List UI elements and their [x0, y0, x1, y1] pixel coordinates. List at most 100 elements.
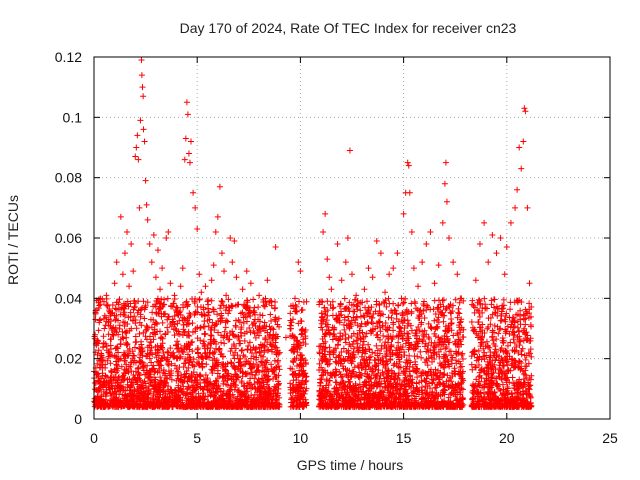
data-point — [183, 298, 190, 305]
data-point — [177, 308, 184, 315]
data-point — [164, 375, 171, 382]
data-point — [128, 241, 135, 248]
data-point — [202, 371, 209, 378]
data-point — [112, 316, 119, 323]
data-point — [129, 393, 136, 400]
data-point — [205, 322, 212, 329]
data-point — [273, 374, 280, 381]
data-point — [115, 299, 122, 306]
data-point — [107, 336, 114, 343]
data-point — [435, 297, 442, 304]
data-point — [204, 341, 211, 348]
data-point — [161, 372, 168, 379]
data-point — [172, 341, 179, 348]
data-point — [183, 370, 190, 377]
data-point — [262, 334, 269, 341]
data-point — [255, 376, 262, 383]
data-point — [252, 385, 259, 392]
data-point — [158, 334, 165, 341]
data-point — [239, 286, 246, 293]
data-point — [185, 359, 192, 366]
data-point — [120, 387, 127, 394]
data-point — [210, 308, 217, 315]
data-point — [116, 325, 123, 332]
data-point — [428, 324, 435, 331]
data-point — [443, 198, 450, 205]
data-point — [174, 305, 181, 312]
data-point — [171, 332, 178, 339]
data-point — [236, 355, 243, 362]
data-point — [230, 394, 237, 401]
data-point — [234, 388, 241, 395]
data-point — [395, 301, 402, 308]
data-point — [522, 356, 529, 363]
data-point — [238, 379, 245, 386]
data-point — [148, 324, 155, 331]
data-point — [204, 379, 211, 386]
data-point — [238, 347, 245, 354]
data-point — [159, 265, 166, 272]
data-point — [256, 325, 263, 332]
data-point — [431, 317, 438, 324]
data-point — [144, 299, 151, 306]
data-point — [256, 348, 263, 355]
data-point — [201, 343, 208, 350]
data-point — [228, 360, 235, 367]
data-point — [142, 177, 149, 184]
data-point — [182, 317, 189, 324]
data-point — [145, 370, 152, 377]
data-point — [167, 345, 174, 352]
data-point — [500, 296, 507, 303]
data-point — [235, 317, 242, 324]
data-point — [127, 309, 134, 316]
data-point — [405, 162, 412, 169]
data-point — [455, 305, 462, 312]
data-point — [229, 328, 236, 335]
data-point — [203, 361, 210, 368]
data-point — [95, 385, 102, 392]
data-point — [147, 316, 154, 323]
data-point — [243, 268, 250, 275]
data-point — [218, 250, 225, 257]
data-point — [259, 312, 266, 319]
data-point — [119, 328, 126, 335]
data-point — [210, 262, 217, 269]
data-point — [268, 341, 275, 348]
data-point — [218, 317, 225, 324]
data-point — [373, 342, 380, 349]
data-point — [173, 309, 180, 316]
data-points — [91, 57, 535, 410]
data-point — [423, 241, 430, 248]
data-point — [132, 153, 139, 160]
data-point — [117, 385, 124, 392]
data-point — [148, 338, 155, 345]
data-point — [181, 315, 188, 322]
data-point — [458, 363, 465, 370]
data-point — [261, 319, 268, 326]
data-point — [161, 296, 168, 303]
data-point — [257, 311, 264, 318]
data-point — [157, 300, 164, 307]
data-point — [126, 283, 133, 290]
data-point — [215, 329, 222, 336]
data-point — [435, 262, 442, 269]
data-point — [133, 325, 140, 332]
data-point — [470, 302, 477, 309]
data-point — [219, 298, 226, 305]
data-point — [107, 360, 114, 367]
data-point — [196, 296, 203, 303]
data-point — [222, 319, 229, 326]
data-point — [213, 359, 220, 366]
data-point — [345, 334, 352, 341]
data-point — [192, 308, 199, 315]
data-point — [485, 259, 492, 266]
data-point — [209, 384, 216, 391]
data-point — [253, 367, 260, 374]
data-point — [152, 383, 159, 390]
data-point — [251, 330, 258, 337]
data-point — [213, 357, 220, 364]
data-point — [385, 314, 392, 321]
data-point — [175, 345, 182, 352]
data-point — [138, 57, 145, 64]
data-point — [103, 301, 110, 308]
